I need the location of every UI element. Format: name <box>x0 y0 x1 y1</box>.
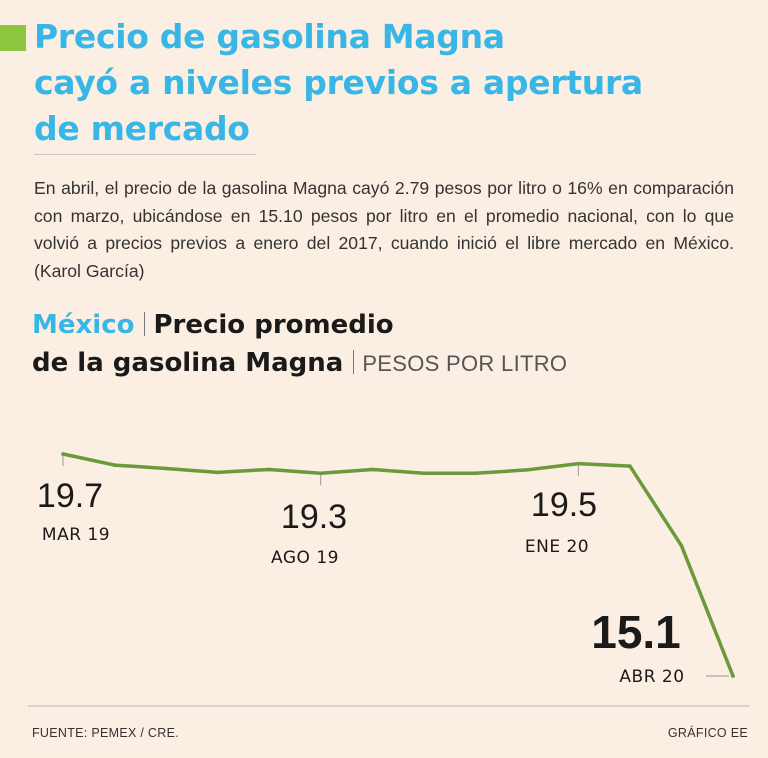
data-point <box>318 471 323 476</box>
data-point <box>731 674 735 678</box>
data-point <box>112 463 117 467</box>
series-line <box>61 452 735 678</box>
data-point <box>679 543 684 548</box>
data-point <box>525 468 529 472</box>
data-point <box>370 467 375 472</box>
chart-subtitle: México Precio promedio de la gasolina Mag… <box>32 306 752 383</box>
date-label: ENE 20 <box>525 537 589 557</box>
subtitle-title-part-1: Precio promedio <box>153 310 394 340</box>
data-point <box>267 467 271 472</box>
data-point <box>628 464 632 468</box>
date-label: MAR 19 <box>42 525 110 545</box>
lede-paragraph: En abril, el precio de la gasolina Magna… <box>34 178 734 281</box>
subtitle-title-part-2: de la gasolina Magna <box>32 348 344 378</box>
value-label: 15.1 <box>591 606 681 658</box>
headline: Precio de gasolina Magna cayó a niveles … <box>34 14 734 152</box>
subtitle-country: México <box>32 310 135 340</box>
accent-square <box>0 25 26 51</box>
headline-line-3: de mercado <box>34 109 250 148</box>
value-label: 19.3 <box>281 498 347 536</box>
data-point <box>576 461 581 466</box>
subtitle-unit: PESOS POR LITRO <box>362 351 568 376</box>
footer-source: FUENTE: PEMEX / CRE. <box>32 726 179 740</box>
date-label: ABR 20 <box>619 667 684 687</box>
date-label: AGO 19 <box>271 548 339 568</box>
data-point <box>473 471 478 476</box>
headline-line-2: cayó a niveles previos a apertura <box>34 63 643 102</box>
data-point <box>421 471 426 476</box>
headline-line-1: Precio de gasolina Magna <box>34 17 505 56</box>
data-point <box>164 466 168 471</box>
subtitle-separator-2 <box>353 350 355 374</box>
value-label: 19.5 <box>531 486 597 524</box>
footer-credit: GRÁFICO EE <box>667 726 748 740</box>
subtitle-separator <box>144 312 146 336</box>
value-label: 19.7 <box>37 477 103 515</box>
headline-divider <box>34 154 256 155</box>
data-point <box>61 452 65 456</box>
data-point <box>215 470 220 475</box>
